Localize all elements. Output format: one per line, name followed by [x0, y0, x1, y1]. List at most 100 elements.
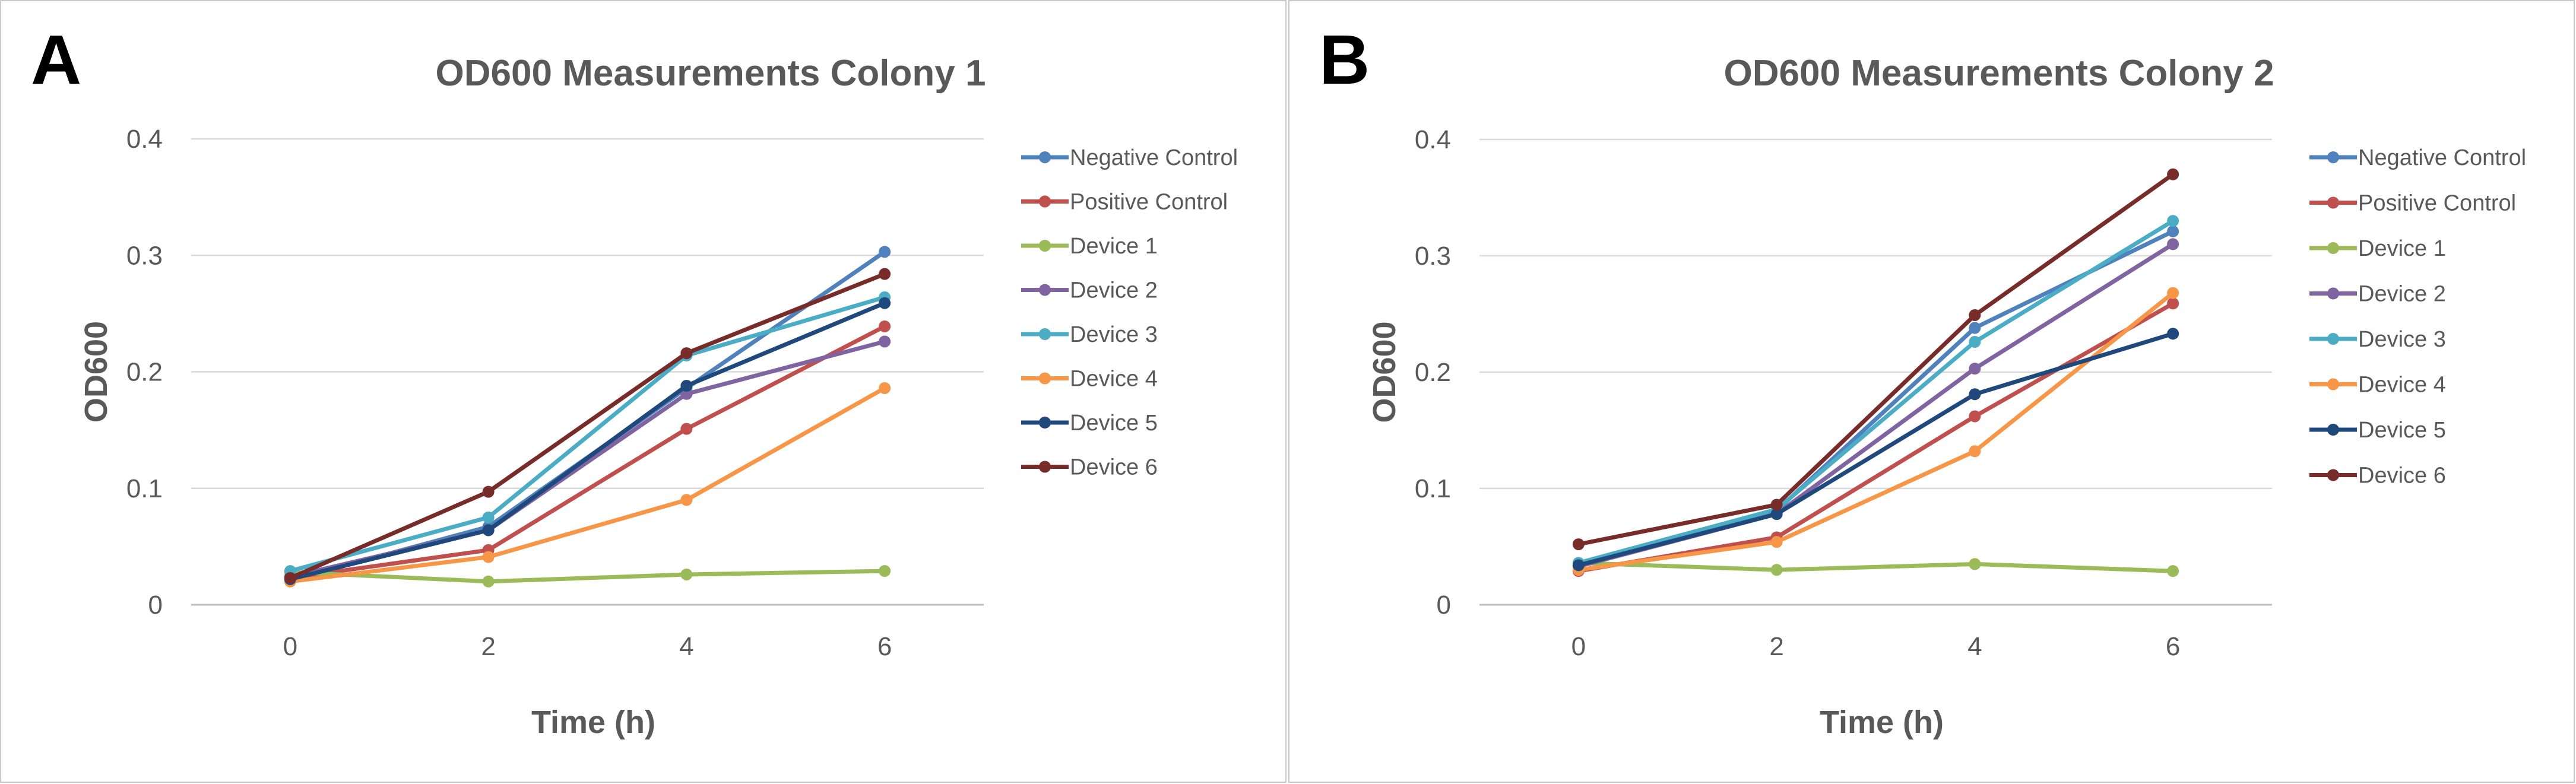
- legend-marker: [2327, 242, 2339, 254]
- legend-label: Device 4: [2358, 373, 2446, 398]
- series-line: [1576, 560, 2175, 573]
- data-point: [2167, 215, 2179, 227]
- legend-label: Negative Control: [1070, 145, 1238, 170]
- legend-entry: Positive Control: [1021, 190, 1228, 215]
- y-tick-label: 0.1: [126, 474, 163, 503]
- data-point: [1770, 499, 1783, 511]
- panel-label: A: [31, 21, 82, 99]
- data-point: [680, 388, 693, 400]
- data-point: [1770, 564, 1783, 576]
- data-point: [1969, 336, 1981, 348]
- series-line: [288, 386, 887, 584]
- data-point: [2167, 238, 2179, 250]
- data-point: [1969, 388, 1981, 401]
- x-axis-title: Time (h): [1820, 704, 1944, 740]
- data-point: [482, 551, 495, 563]
- legend-label: Device 6: [2358, 464, 2446, 488]
- series-line: [1576, 218, 2175, 565]
- legend-label: Device 6: [1070, 455, 1158, 480]
- y-tick-label: 0.4: [1415, 125, 1451, 154]
- data-point: [284, 572, 296, 584]
- data-point: [1770, 536, 1783, 548]
- legend-marker: [1039, 417, 1051, 428]
- legend-entry: Device 2: [1021, 278, 1158, 303]
- data-point: [482, 575, 495, 588]
- legend-entry: Device 3: [2309, 327, 2446, 352]
- series-line: [1576, 331, 2175, 567]
- data-point: [2167, 225, 2179, 237]
- data-point: [680, 347, 693, 360]
- data-point: [879, 297, 891, 309]
- data-point: [2167, 297, 2179, 310]
- legend-entry: Device 6: [1021, 455, 1158, 480]
- y-tick-label: 0: [148, 591, 163, 620]
- legend-marker: [1039, 151, 1051, 163]
- series-line: [1576, 291, 2175, 572]
- legend-label: Device 3: [1070, 322, 1158, 347]
- data-point: [1770, 508, 1783, 520]
- data-point: [879, 382, 891, 394]
- legend-entry: Device 5: [1021, 411, 1158, 436]
- y-tick-label: 0.3: [126, 241, 163, 270]
- series-line: [1576, 242, 2175, 569]
- legend-marker: [1039, 284, 1051, 296]
- y-tick-label: 0.1: [1415, 474, 1451, 503]
- data-point: [680, 380, 693, 392]
- legend-marker: [1039, 372, 1051, 385]
- legend-marker: [2327, 378, 2339, 391]
- series-line: [288, 295, 887, 573]
- legend-label: Device 1: [1070, 234, 1158, 259]
- data-point: [482, 511, 495, 523]
- legend-marker: [2327, 469, 2339, 481]
- legend-entry: Negative Control: [1021, 145, 1238, 170]
- legend-entry: Negative Control: [2309, 145, 2526, 170]
- x-tick-label: 6: [2166, 632, 2180, 661]
- legend-marker: [2327, 196, 2339, 209]
- legend-entry: Device 1: [2309, 236, 2446, 261]
- x-axis-title: Time (h): [531, 704, 655, 740]
- y-tick-label: 0.3: [1415, 242, 1451, 271]
- data-point: [2167, 287, 2179, 299]
- legend-label: Positive Control: [1070, 190, 1228, 215]
- chart-title: OD600 Measurements Colony 1: [436, 53, 986, 94]
- legend-label: Device 5: [1070, 411, 1158, 436]
- data-point: [2167, 168, 2179, 180]
- y-axis-title: OD600: [78, 321, 114, 423]
- data-point: [879, 320, 891, 332]
- od600-line-chart-colony-2: OD600 Measurements Colony 2 0 0.1 0.2 0.3 0.4…: [1367, 53, 2526, 740]
- x-tick-label: 4: [1967, 632, 1982, 661]
- series-line: [1576, 301, 2175, 573]
- legend-entry: Device 6: [2309, 464, 2446, 488]
- legend-marker: [2327, 333, 2339, 345]
- data-point: [1969, 410, 1981, 423]
- legend-marker: [1039, 461, 1051, 473]
- legend-entry: Device 3: [1021, 322, 1158, 347]
- data-point: [1969, 363, 1981, 375]
- x-tick-label: 0: [1571, 632, 1586, 661]
- legend-marker: [2327, 151, 2339, 163]
- legend-label: Device 1: [2358, 236, 2446, 261]
- y-tick-label: 0.4: [126, 125, 163, 154]
- data-point: [879, 335, 891, 348]
- data-point: [680, 494, 693, 506]
- legend-marker: [2327, 424, 2339, 436]
- x-tick-label: 4: [679, 632, 693, 661]
- chart-title: OD600 Measurements Colony 2: [1724, 53, 2274, 94]
- series-line: [288, 569, 887, 584]
- x-tick-label: 0: [283, 632, 297, 661]
- series-line: [288, 324, 887, 580]
- data-point: [680, 568, 693, 580]
- legend-marker: [2327, 287, 2339, 300]
- legend-label: Negative Control: [2358, 145, 2526, 170]
- data-point: [879, 246, 891, 258]
- data-point: [2167, 565, 2179, 577]
- y-axis-title: OD600: [1367, 321, 1402, 423]
- x-tick-label: 6: [877, 632, 892, 661]
- data-point: [879, 268, 891, 280]
- series-line: [288, 301, 887, 582]
- legend-entry: Device 4: [1021, 367, 1158, 392]
- legend-marker: [1039, 240, 1051, 252]
- legend-marker: [1039, 328, 1051, 340]
- data-point: [879, 565, 891, 577]
- data-point: [2167, 328, 2179, 340]
